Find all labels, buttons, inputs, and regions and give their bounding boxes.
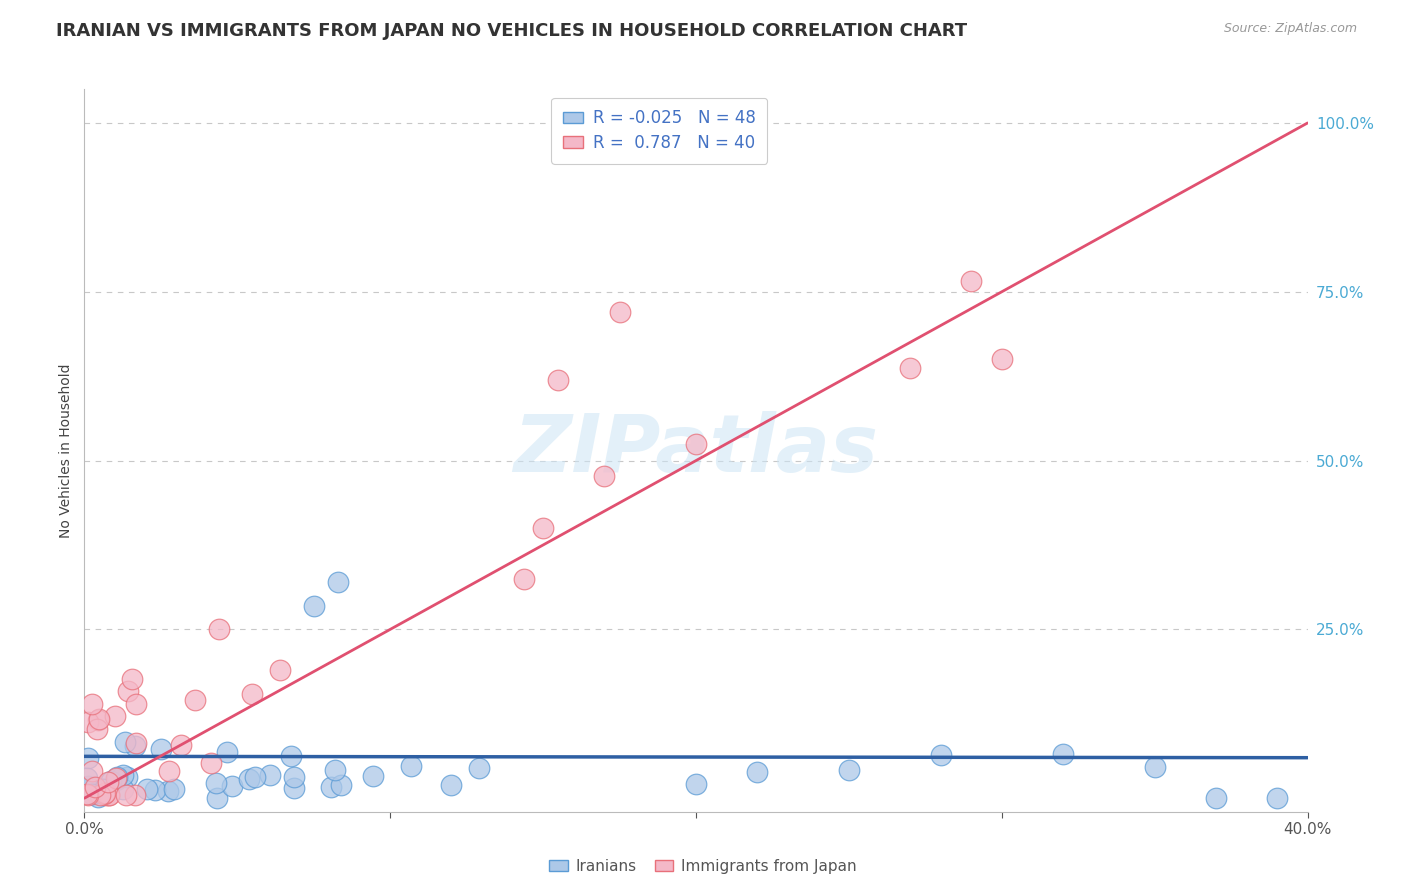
Point (77, 751, 100, 765)
Point (77, 780, 100, 795)
Point (259, 768, 281, 782)
Point (77, 779, 100, 793)
Point (93, 787, 115, 801)
Point (440, 778, 463, 792)
Point (89, 788, 111, 802)
Point (83, 780, 105, 794)
Point (159, 764, 181, 778)
Point (184, 693, 207, 707)
Point (593, 468, 616, 483)
Text: IRANIAN VS IMMIGRANTS FROM JAPAN NO VEHICLES IN HOUSEHOLD CORRELATION CHART: IRANIAN VS IMMIGRANTS FROM JAPAN NO VEHI… (56, 22, 967, 40)
Point (121, 672, 143, 686)
Point (82, 764, 104, 779)
Point (114, 734, 136, 748)
Point (245, 770, 267, 784)
Point (960, 274, 983, 288)
Point (329, 778, 352, 792)
Point (609, 305, 631, 319)
Point (91, 782, 114, 797)
Point (685, 436, 707, 450)
Point (104, 771, 127, 785)
Point (90, 788, 112, 802)
Point (1265, 790, 1288, 805)
Point (89, 712, 111, 726)
Point (111, 782, 134, 797)
Point (283, 770, 305, 784)
Point (76, 771, 98, 785)
Point (838, 764, 860, 778)
Point (156, 784, 179, 798)
Point (105, 773, 128, 788)
Point (76, 788, 98, 802)
Point (215, 745, 238, 759)
Legend: Iranians, Immigrants from Japan: Iranians, Immigrants from Japan (543, 853, 863, 880)
Point (117, 684, 139, 698)
Point (1052, 747, 1074, 761)
Point (115, 788, 138, 802)
Point (86, 713, 108, 727)
Point (401, 759, 423, 773)
Point (685, 777, 707, 791)
Point (143, 783, 166, 797)
Point (115, 770, 138, 784)
Point (77, 714, 100, 729)
Point (82, 697, 104, 711)
Point (747, 764, 769, 779)
Point (124, 739, 146, 753)
Point (898, 360, 921, 375)
Point (111, 768, 134, 782)
Point (1143, 760, 1166, 774)
Point (1205, 790, 1227, 805)
Point (97, 788, 120, 802)
Point (86, 722, 108, 736)
Point (125, 698, 148, 712)
Point (94, 788, 117, 802)
Point (125, 736, 148, 750)
Point (208, 622, 231, 636)
Point (82, 787, 104, 801)
Point (94, 786, 117, 800)
Point (221, 779, 243, 793)
Point (103, 709, 125, 723)
Point (238, 772, 260, 786)
Point (467, 762, 489, 776)
Point (100, 774, 122, 789)
Point (205, 776, 228, 790)
Y-axis label: No Vehicles in Household: No Vehicles in Household (59, 363, 73, 538)
Text: Source: ZipAtlas.com: Source: ZipAtlas.com (1223, 22, 1357, 36)
Point (76, 787, 98, 801)
Point (97, 788, 120, 802)
Point (200, 756, 222, 771)
Point (240, 687, 263, 701)
Point (169, 738, 191, 752)
Point (280, 749, 302, 764)
Point (97, 774, 120, 789)
Point (163, 781, 186, 796)
Point (136, 781, 159, 796)
Point (547, 373, 569, 387)
Point (929, 747, 952, 762)
Point (323, 763, 346, 777)
Point (283, 780, 305, 795)
Point (149, 742, 172, 756)
Point (991, 351, 1014, 366)
Point (205, 790, 228, 805)
Point (321, 780, 343, 795)
Point (302, 599, 325, 613)
Point (107, 770, 129, 784)
Legend: R = -0.025   N = 48, R =  0.787   N = 40: R = -0.025 N = 48, R = 0.787 N = 40 (551, 97, 768, 163)
Point (361, 769, 384, 783)
Point (124, 788, 146, 802)
Point (328, 575, 350, 590)
Point (513, 572, 536, 586)
Point (269, 663, 291, 677)
Text: ZIPatlas: ZIPatlas (513, 411, 879, 490)
Point (86, 789, 108, 804)
Point (531, 520, 554, 534)
